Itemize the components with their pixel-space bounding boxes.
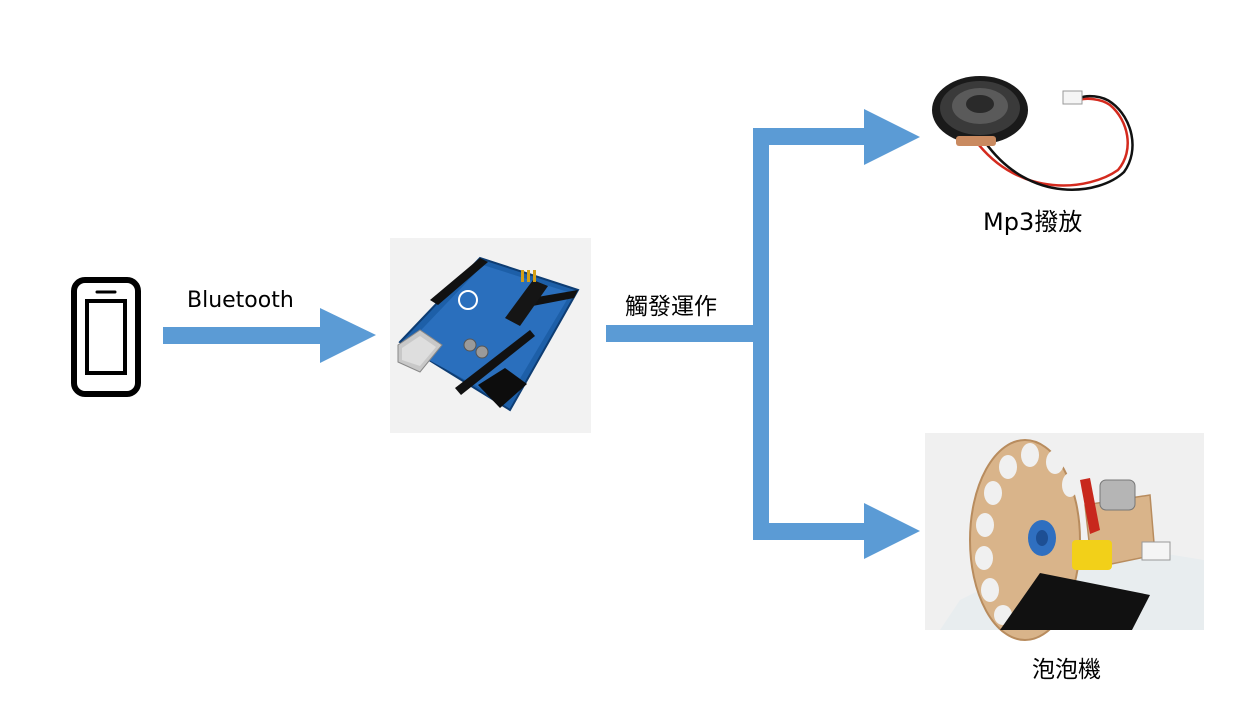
bubble-machine-label: 泡泡機 [1032, 657, 1101, 683]
bluetooth-label: Bluetooth [187, 288, 294, 313]
arduino-board-image [390, 238, 591, 433]
bubble-machine-image [925, 433, 1204, 641]
arrow-bluetooth [163, 308, 376, 363]
speaker-image [932, 76, 1134, 191]
trigger-label: 觸發運作 [625, 294, 717, 320]
arrow-trigger-branch [606, 109, 920, 559]
smartphone-icon [71, 277, 141, 397]
mp3-playback-label: Mp3撥放 [983, 208, 1083, 236]
